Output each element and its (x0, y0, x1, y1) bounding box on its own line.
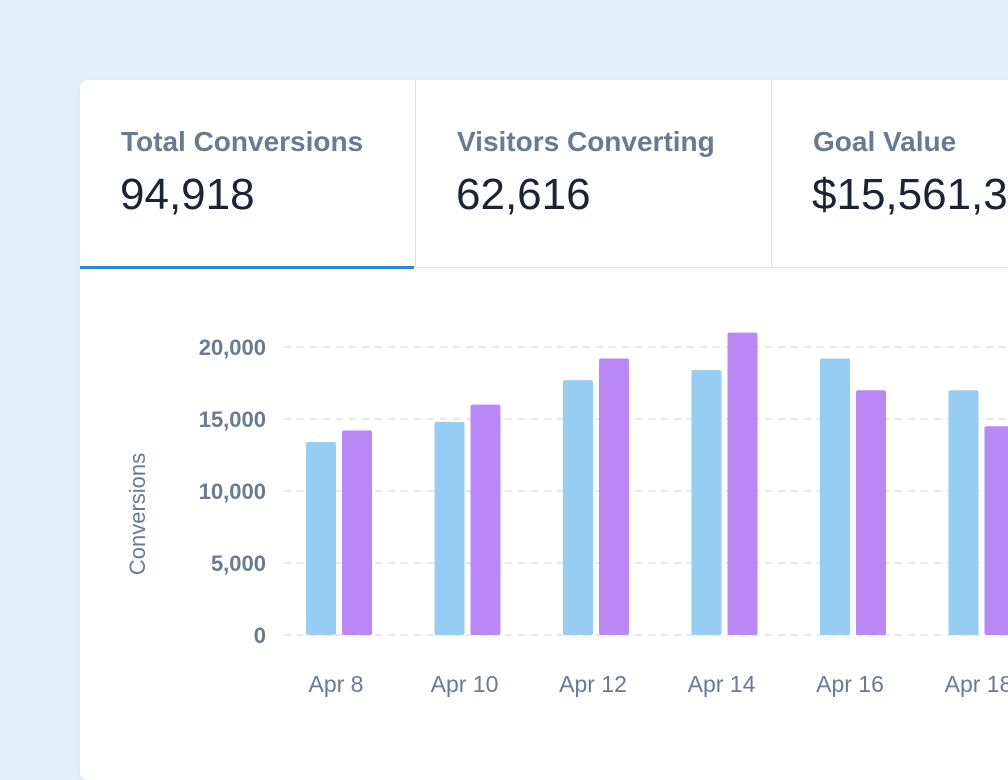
y-tick-label: 0 (254, 623, 266, 648)
bar-apr-14-series-2 (728, 333, 758, 635)
conversions-bar-chart: Conversions 0 5,000 10,000 15,000 20,000 Apr… (0, 0, 1008, 760)
x-tick-label: Apr 16 (816, 671, 884, 697)
x-tick-label: Apr 14 (688, 671, 756, 697)
bar-apr-8-series-1 (306, 442, 336, 635)
y-tick-label: 5,000 (211, 551, 266, 576)
bar-apr-8-series-2 (342, 431, 372, 635)
bar-apr-12-series-2 (599, 359, 629, 635)
x-axis-ticks: Apr 8 Apr 10 Apr 12 Apr 14 Apr 16 Apr 18 (309, 671, 1008, 697)
bar-apr-16-series-1 (820, 359, 850, 635)
bar-apr-14-series-1 (692, 370, 722, 635)
gridlines (284, 347, 1008, 635)
x-tick-label: Apr 10 (431, 671, 499, 697)
y-axis-label: Conversions (125, 453, 150, 575)
bar-apr-12-series-1 (563, 380, 593, 635)
bar-apr-10-series-1 (435, 422, 465, 635)
x-tick-label: Apr 18 (945, 671, 1008, 697)
bars (306, 333, 1008, 635)
x-tick-label: Apr 8 (309, 671, 364, 697)
bar-apr-10-series-2 (471, 405, 501, 635)
y-tick-label: 15,000 (199, 407, 266, 432)
x-tick-label: Apr 12 (559, 671, 627, 697)
y-axis-ticks: 0 5,000 10,000 15,000 20,000 (199, 335, 266, 648)
bar-apr-18-series-2 (985, 426, 1008, 635)
bar-apr-18-series-1 (949, 390, 979, 635)
y-tick-label: 20,000 (199, 335, 266, 360)
bar-apr-16-series-2 (856, 390, 886, 635)
y-tick-label: 10,000 (199, 479, 266, 504)
